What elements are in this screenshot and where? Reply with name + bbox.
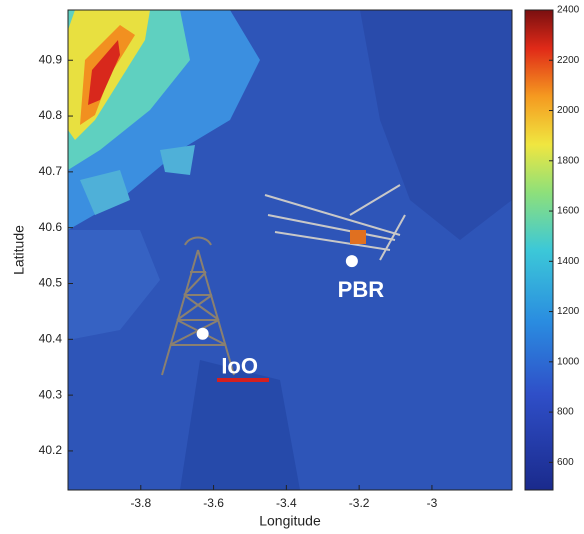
y-axis-label: Latitude	[11, 225, 27, 275]
y-tick-label: 40.9	[39, 52, 63, 66]
x-tick-label: -3.6	[203, 496, 224, 510]
x-tick-label: -3.4	[276, 496, 297, 510]
y-tick-label: 40.3	[39, 387, 63, 401]
x-axis-label: Longitude	[259, 513, 321, 529]
colorbar-tick-label: 2000	[557, 105, 580, 116]
y-tick-label: 40.2	[39, 443, 63, 457]
colorbar-tick-label: 1600	[557, 206, 580, 217]
colorbar-tick-label: 1200	[557, 306, 580, 317]
colorbar-tick-label: 1400	[557, 256, 580, 267]
colorbar-tick-label: 600	[557, 457, 574, 468]
colorbar-tick-label: 1000	[557, 356, 580, 367]
label-underline	[217, 378, 269, 382]
site-marker	[196, 327, 209, 340]
y-tick-label: 40.4	[39, 331, 63, 345]
x-tick-label: -3.2	[349, 496, 370, 510]
colorbar	[524, 9, 554, 491]
y-tick-label: 40.6	[39, 220, 63, 234]
colorbar-tick-label: 800	[557, 407, 574, 418]
x-tick-label: -3	[427, 496, 438, 510]
terrain	[68, 10, 512, 490]
y-tick-label: 40.8	[39, 108, 63, 122]
site-label: PBR	[338, 277, 385, 302]
antenna-icon	[264, 184, 406, 261]
site-marker	[345, 255, 358, 268]
colorbar-tick-label: 2400	[557, 5, 580, 16]
colorbar-tick-label: 1800	[557, 155, 580, 166]
y-tick-label: 40.5	[39, 276, 63, 290]
colorbar-tick-label: 2200	[557, 55, 580, 66]
plot-frame	[67, 9, 513, 491]
x-tick-label: -3.8	[130, 496, 151, 510]
y-tick-label: 40.7	[39, 164, 63, 178]
site-label: IoO	[221, 354, 258, 379]
colorbar-ticks: 600 800 1000 1200 1400 1600 1800 2000 2200 2400	[549, 5, 580, 468]
